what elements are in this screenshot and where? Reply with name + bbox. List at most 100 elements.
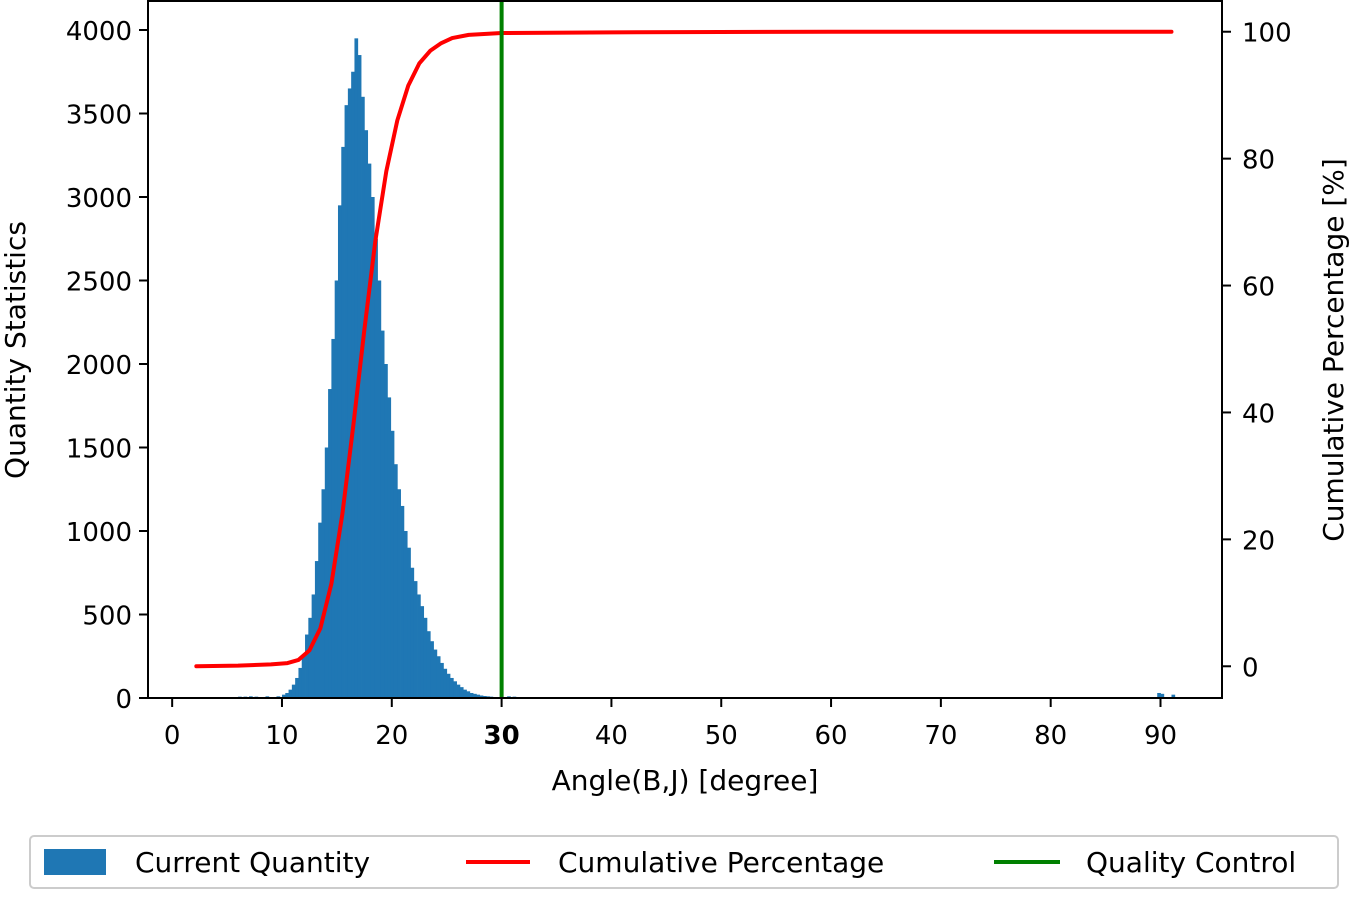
histogram-bar — [341, 146, 345, 698]
y-tick-label: 1500 — [66, 435, 132, 465]
histogram-bar — [321, 489, 326, 698]
x-tick-label: 0 — [164, 721, 181, 751]
histogram-bar — [1171, 694, 1176, 698]
histogram-bar — [413, 581, 418, 698]
histogram-bar — [400, 505, 405, 698]
histogram-bar — [370, 197, 375, 698]
y-tick-label: 4000 — [66, 17, 132, 47]
histogram-bar — [291, 684, 296, 698]
x-tick-label: 90 — [1144, 721, 1177, 751]
tick-marks: 0 10 20 30 40 50 60 70 80 90050010001500200025003… — [66, 17, 1292, 751]
histogram-bar — [285, 692, 289, 698]
y2-axis-label: Cumulative Percentage [%] — [1317, 158, 1350, 542]
histogram-bar — [361, 96, 365, 699]
histogram-bar — [377, 280, 382, 698]
histogram-bar — [354, 38, 359, 699]
x-tick-label: 80 — [1034, 721, 1067, 751]
legend-frame — [29, 835, 1339, 889]
histogram-bar — [463, 689, 467, 698]
histogram-bar — [301, 654, 306, 698]
histogram-bar — [410, 567, 415, 698]
histogram-bar — [324, 447, 329, 698]
histogram-bar — [288, 689, 293, 698]
histogram-bar — [328, 389, 332, 698]
histogram-bar — [1157, 692, 1161, 698]
histogram-bar — [433, 649, 438, 698]
x-tick-label: 60 — [815, 721, 848, 751]
histogram-bar — [426, 631, 431, 698]
histogram-bar — [298, 667, 303, 698]
x-tick-label: 10 — [265, 721, 298, 751]
y-axis-label: Quantity Statistics — [0, 221, 32, 479]
legend-label-quality-control: Quality Control — [1086, 846, 1296, 879]
histogram-bar — [337, 205, 342, 698]
y-tick-label: 0 — [115, 685, 132, 715]
legend-label-cumulative-percentage: Cumulative Percentage — [558, 846, 884, 879]
histogram-bar — [334, 280, 339, 698]
y2-tick-label: 100 — [1242, 19, 1292, 49]
histogram-bar — [476, 694, 481, 698]
y2-tick-label: 80 — [1242, 146, 1275, 176]
histogram-bar — [466, 691, 471, 698]
x-tick-label: 20 — [375, 721, 408, 751]
histogram-bar — [393, 464, 398, 698]
x-tick-label: 50 — [705, 721, 738, 751]
y2-tick-label: 60 — [1242, 273, 1275, 303]
histogram-bar — [456, 684, 461, 698]
x-axis-label: Angle(B,J) [degree] — [552, 764, 819, 797]
legend: Current Quantity Cumulative Percentage Q… — [29, 835, 1339, 889]
histogram-bar — [423, 617, 428, 698]
histogram-bar — [469, 692, 474, 698]
histogram-bar — [403, 531, 408, 698]
histogram-bar — [367, 163, 372, 699]
histogram-bar — [318, 522, 322, 698]
histogram-bar — [446, 673, 451, 698]
histogram-bar — [351, 71, 355, 698]
histogram-bar — [430, 641, 434, 698]
y2-tick-label: 40 — [1242, 399, 1275, 429]
histogram-bar — [374, 238, 378, 698]
histogram-bar — [387, 397, 392, 698]
y2-tick-label: 0 — [1242, 653, 1259, 683]
histogram-bar — [436, 656, 441, 698]
histogram-bar — [397, 489, 401, 698]
histogram-bar — [331, 338, 336, 698]
y-tick-label: 3000 — [66, 184, 132, 214]
histogram-bar — [440, 662, 444, 698]
histogram-bar — [380, 330, 385, 698]
histogram-bar — [1160, 693, 1165, 698]
histogram-bar — [449, 677, 454, 698]
histogram-bar — [459, 687, 464, 698]
plot-lines — [194, 0, 1174, 698]
histogram-bar — [420, 606, 425, 698]
y-tick-label: 3500 — [66, 101, 132, 131]
y2-tick-label: 20 — [1242, 526, 1275, 556]
x-tick-label: 70 — [924, 721, 957, 751]
histogram-bar — [344, 105, 349, 698]
cumulative-percentage-line — [194, 29, 1174, 669]
histogram-bar — [479, 695, 484, 698]
histogram-bar — [347, 88, 352, 698]
x-tick-label: 40 — [595, 721, 628, 751]
y-tick-label: 2500 — [66, 268, 132, 298]
histogram-bar — [305, 634, 309, 698]
plot-frame — [147, 0, 1223, 699]
histogram-bar — [364, 130, 369, 698]
histogram-bar — [443, 668, 448, 698]
histogram-bar — [384, 364, 388, 698]
histogram-bar — [281, 694, 286, 698]
legend-swatch-current-quantity — [44, 849, 106, 875]
histogram-bar — [473, 693, 477, 698]
histogram-bar — [390, 430, 395, 698]
x-tick-label: 30 — [484, 721, 520, 751]
histogram-bar — [314, 561, 319, 698]
y-tick-label: 2000 — [66, 351, 132, 381]
y-tick-label: 1000 — [66, 518, 132, 548]
legend-label-current-quantity: Current Quantity — [135, 846, 370, 879]
histogram-bar — [308, 617, 313, 698]
histogram-bar — [453, 681, 457, 698]
y-tick-label: 500 — [82, 602, 132, 632]
